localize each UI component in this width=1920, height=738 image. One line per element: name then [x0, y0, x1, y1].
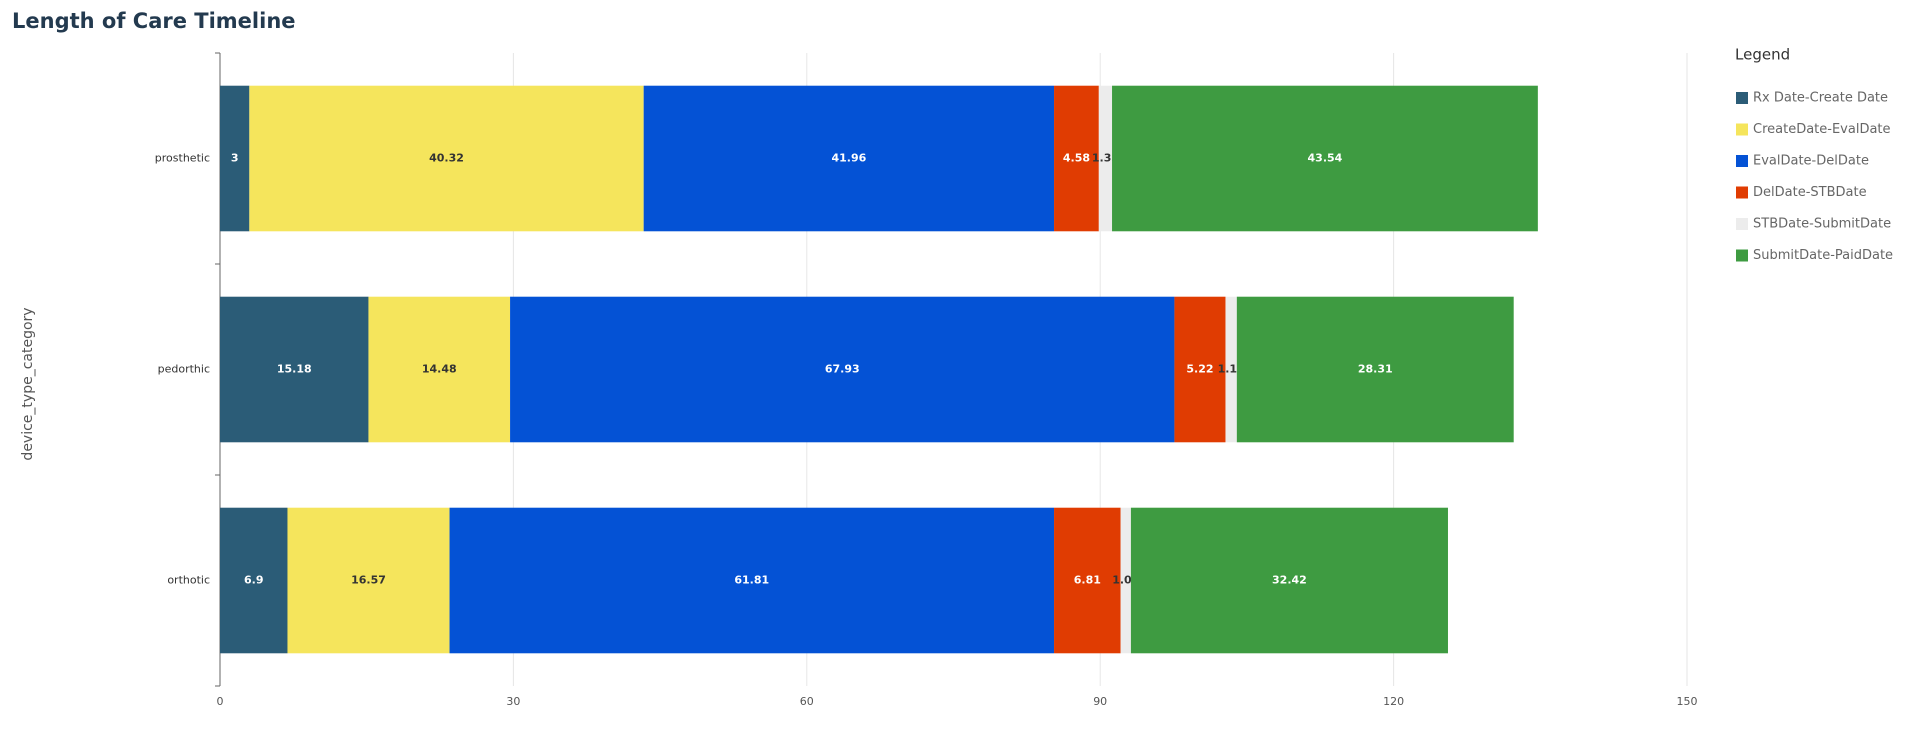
data-label: 61.81: [734, 574, 769, 587]
bar-segment: [368, 296, 511, 443]
x-tick-label: 60: [800, 695, 814, 708]
legend-swatch: [1736, 92, 1748, 104]
bar-segment: [1120, 507, 1131, 654]
legend-swatch: [1736, 249, 1748, 262]
data-label: 4.58: [1063, 152, 1090, 165]
legend-label: STBDate-SubmitDate: [1753, 217, 1891, 232]
legend-label: CreateDate-EvalDate: [1753, 122, 1891, 137]
bar-segment: [643, 85, 1055, 232]
data-label: 3: [231, 152, 239, 165]
y-tick-label: prosthetic: [155, 152, 210, 165]
legend-label: DelDate-STBDate: [1753, 185, 1867, 200]
x-tick-label: 90: [1093, 695, 1107, 708]
legend-swatch: [1736, 123, 1748, 136]
legend-label: EvalDate-DelDate: [1753, 154, 1869, 169]
data-label: 41.96: [831, 152, 866, 165]
bar-segment: [249, 85, 644, 232]
data-label: 16.57: [351, 574, 386, 587]
data-label: 14.48: [422, 363, 457, 376]
data-label: 32.42: [1272, 574, 1307, 587]
data-label: 43.54: [1308, 152, 1343, 165]
data-label: 6.81: [1074, 574, 1101, 587]
data-label: 40.32: [429, 152, 464, 165]
bar-segment: [1225, 296, 1237, 443]
legend-swatch: [1736, 155, 1748, 167]
legend-label: SubmitDate-PaidDate: [1753, 248, 1893, 263]
x-tick-label: 120: [1383, 695, 1404, 708]
bar-segment: [1130, 507, 1448, 654]
data-label: 28.31: [1358, 363, 1393, 376]
bar-segment: [449, 507, 1055, 654]
legend-swatch: [1736, 186, 1748, 199]
bar-segment: [220, 507, 288, 654]
bar-segment: [287, 507, 450, 654]
legend-label: Rx Date-Create Date: [1753, 91, 1888, 106]
bar-segment: [1112, 85, 1538, 232]
x-tick-label: 150: [1677, 695, 1698, 708]
bar-segment: [1236, 296, 1514, 443]
bar-segment: [1174, 296, 1226, 443]
y-tick-label: pedorthic: [158, 363, 210, 376]
bar-segment: [220, 85, 250, 232]
x-tick-label: 30: [506, 695, 520, 708]
legend-title: Legend: [1735, 46, 1790, 64]
y-axis-label: device_type_category: [20, 307, 36, 460]
data-label: 6.9: [244, 574, 264, 587]
x-tick-label: 0: [217, 695, 224, 708]
bar-segment: [1054, 85, 1099, 232]
y-tick-label: orthotic: [167, 574, 210, 587]
bar-segment: [220, 296, 369, 443]
legend-swatch: [1736, 218, 1748, 230]
data-label: 15.18: [277, 363, 312, 376]
bar-segment: [1098, 85, 1113, 232]
data-label: 67.93: [825, 363, 860, 376]
data-label: 5.22: [1186, 363, 1213, 376]
chart-title: Length of Care Timeline: [12, 9, 296, 33]
bar-segment: [510, 296, 1175, 443]
bar-segment: [1054, 507, 1121, 654]
